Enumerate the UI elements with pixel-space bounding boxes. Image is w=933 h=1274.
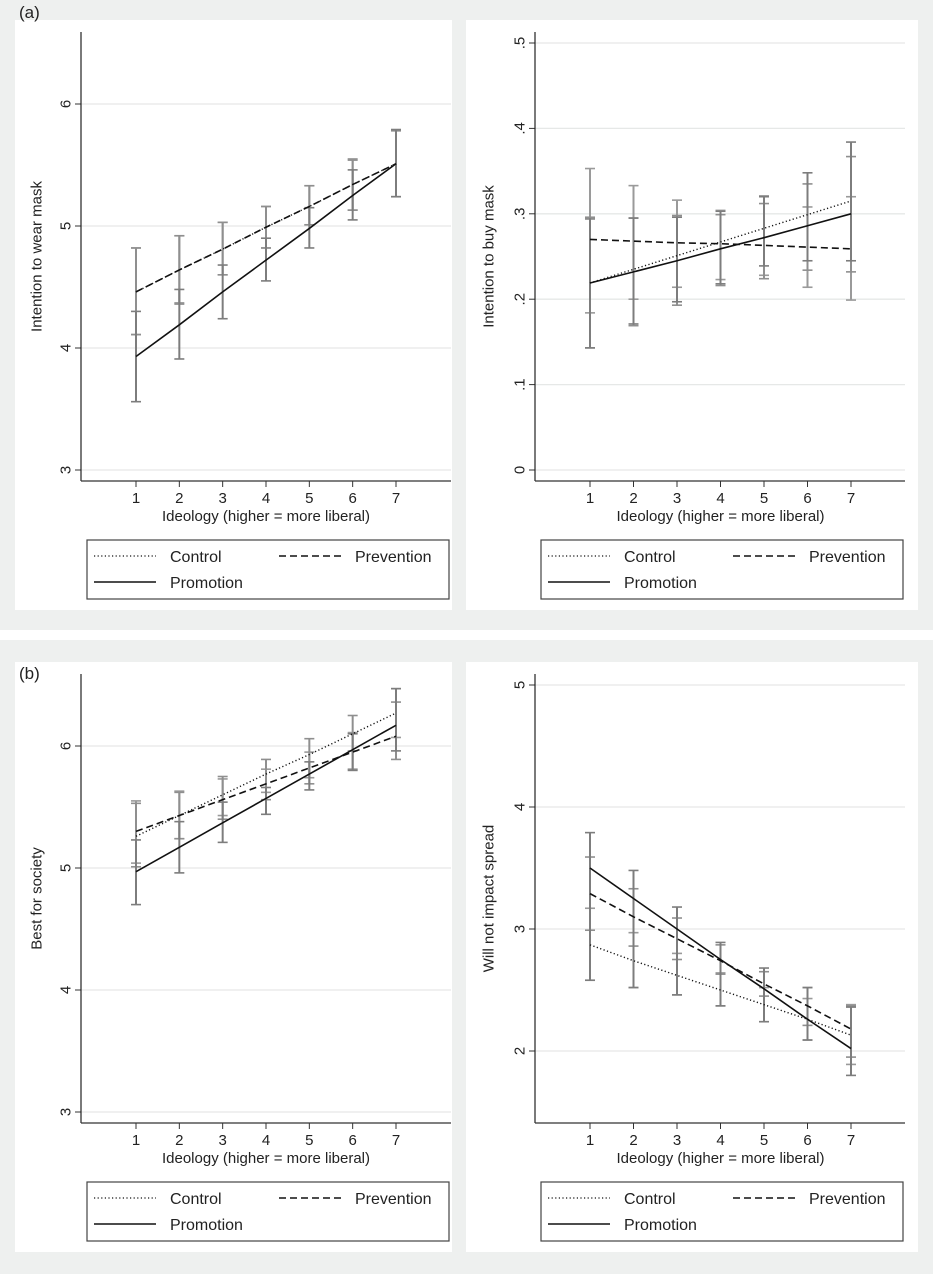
x-tick-label: 4: [262, 490, 270, 507]
x-tick-label: 5: [305, 490, 313, 507]
y-tick-label: 3: [58, 1108, 75, 1116]
figure-panel-a: (a): [0, 0, 933, 630]
x-tick-label: 7: [392, 490, 400, 507]
legend-label-promotion: Promotion: [624, 1217, 697, 1234]
y-tick-label: 0: [512, 466, 529, 474]
x-tick-label: 6: [803, 490, 811, 507]
panel-label-b: (b): [19, 664, 40, 683]
x-tick-label: 7: [847, 490, 855, 507]
y-tick-label: 2: [512, 1047, 529, 1055]
x-tick-label: 5: [760, 1132, 768, 1149]
y-tick-label: 6: [58, 742, 75, 750]
legend-label-control: Control: [624, 1191, 676, 1208]
x-tick-label: 5: [760, 490, 768, 507]
y-axis-label: Intention to buy mask: [481, 185, 498, 328]
x-tick-label: 7: [847, 1132, 855, 1149]
legend-label-prevention: Prevention: [355, 1191, 432, 1208]
plot-background-a-left: [15, 20, 452, 610]
x-tick-label: 2: [629, 1132, 637, 1149]
x-tick-label: 4: [262, 1132, 270, 1149]
x-axis-label: Ideology (higher = more liberal): [616, 1150, 824, 1167]
y-tick-label: 5: [58, 864, 75, 872]
x-tick-label: 6: [348, 490, 356, 507]
chart-b-right: 2 3 4 5 1 2 3 4 5 6 7 Ideology (higher = more liber…: [481, 674, 905, 1242]
legend-label-promotion: Promotion: [624, 575, 697, 592]
series-line-promotion: [589, 867, 852, 1050]
y-tick-label: 4: [58, 344, 75, 352]
plot-background-b-left: [15, 662, 452, 1252]
x-tick-label: 4: [716, 1132, 724, 1149]
x-axis-label: Ideology (higher = more liberal): [162, 508, 370, 525]
legend-box: [86, 539, 450, 600]
series-line-control: [589, 200, 852, 284]
series-line-promotion: [135, 163, 397, 358]
series-line-prevention: [135, 163, 397, 293]
x-tick-label: 6: [348, 1132, 356, 1149]
y-tick-label: .4: [512, 122, 529, 135]
x-tick-label: 3: [673, 490, 681, 507]
legend-box: [540, 539, 904, 600]
x-tick-label: 6: [803, 1132, 811, 1149]
x-tick-label: 1: [586, 1132, 594, 1149]
chart-a-left: 3 4 5 6 1 2 3 4 5 6 7 Ideology (higher = more liber…: [29, 32, 451, 600]
figure-panel-b: (b): [0, 640, 933, 1274]
legend-label-promotion: Promotion: [170, 575, 243, 592]
x-tick-label: 2: [629, 490, 637, 507]
x-tick-label: 1: [586, 490, 594, 507]
y-tick-label: 4: [58, 986, 75, 994]
series-line-promotion: [135, 724, 397, 873]
legend-label-control: Control: [624, 549, 676, 566]
x-axis-label: Ideology (higher = more liberal): [616, 508, 824, 525]
series-line-control: [135, 712, 397, 837]
y-tick-label: 3: [512, 925, 529, 933]
legend-label-control: Control: [170, 1191, 222, 1208]
x-tick-label: 2: [175, 490, 183, 507]
plot-background-b-right: [466, 662, 918, 1252]
y-tick-label: .1: [512, 378, 529, 391]
x-tick-label: 5: [305, 1132, 313, 1149]
series-line-control: [135, 163, 397, 293]
y-tick-label: 4: [512, 803, 529, 811]
x-tick-label: 7: [392, 1132, 400, 1149]
legend-label-prevention: Prevention: [355, 549, 432, 566]
x-tick-label: 2: [175, 1132, 183, 1149]
y-tick-label: .2: [512, 293, 529, 306]
x-tick-label: 3: [218, 1132, 226, 1149]
x-axis-label: Ideology (higher = more liberal): [162, 1150, 370, 1167]
y-axis-label: Intention to wear mask: [29, 181, 46, 332]
x-tick-label: 3: [218, 490, 226, 507]
y-tick-label: .5: [512, 37, 529, 50]
series-line-prevention: [589, 892, 852, 1030]
chart-b-left: 3 4 5 6 1 2 3 4 5 6 7 Ideology (higher = more liber…: [29, 674, 451, 1242]
y-tick-label: .3: [512, 208, 529, 221]
panel-label-a: (a): [19, 3, 40, 22]
series-line-promotion: [589, 213, 852, 284]
y-tick-label: 3: [58, 466, 75, 474]
legend-box: [86, 1181, 450, 1242]
chart-a-right: 0 .1 .2 .3 .4 .5 1 2 3 4 5 6 7 Ideology (higher = mor…: [481, 32, 905, 600]
legend-label-promotion: Promotion: [170, 1217, 243, 1234]
x-tick-label: 4: [716, 490, 724, 507]
plot-background-a-right: [466, 20, 918, 610]
legend-box: [540, 1181, 904, 1242]
x-tick-label: 1: [132, 1132, 140, 1149]
series-line-prevention: [135, 735, 397, 833]
legend-label-prevention: Prevention: [809, 1191, 886, 1208]
x-tick-label: 3: [673, 1132, 681, 1149]
legend-label-control: Control: [170, 549, 222, 566]
legend-label-prevention: Prevention: [809, 549, 886, 566]
x-tick-label: 1: [132, 490, 140, 507]
y-axis-label: Will not impact spread: [481, 825, 498, 973]
y-tick-label: 6: [58, 100, 75, 108]
y-tick-label: 5: [512, 681, 529, 689]
y-tick-label: 5: [58, 222, 75, 230]
y-axis-label: Best for society: [29, 847, 46, 950]
